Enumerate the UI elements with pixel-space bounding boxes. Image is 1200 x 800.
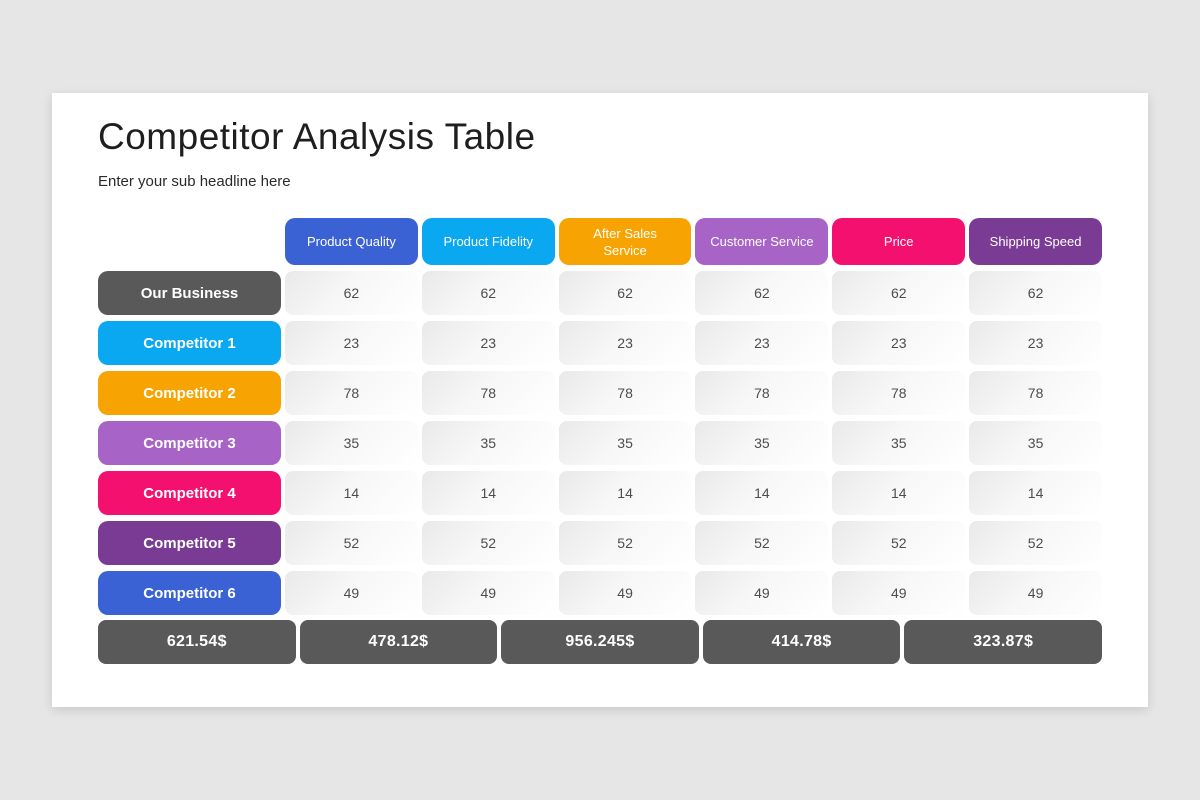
data-cell: 78 [832,371,966,415]
data-cell: 78 [695,371,829,415]
row-header: Competitor 6 [98,571,281,615]
data-cell: 62 [695,271,829,315]
data-cell: 62 [285,271,418,315]
column-header: Shipping Speed [969,218,1102,265]
data-cell: 62 [969,271,1102,315]
data-cell: 78 [421,371,555,415]
data-cell: 62 [558,271,692,315]
column-header: Price [832,218,966,265]
column-header: Customer Service [695,218,829,265]
data-cell: 52 [558,521,692,565]
column-header: After Sales Service [558,218,692,265]
data-cell: 23 [832,321,966,365]
data-cell: 78 [285,371,418,415]
total-cell: 323.87$ [904,620,1102,664]
row-header: Competitor 4 [98,471,281,515]
column-header: Product Fidelity [421,218,555,265]
data-cell: 23 [695,321,829,365]
page-title: Competitor Analysis Table [98,116,536,157]
data-cell: 35 [695,421,829,465]
total-cell: 956.245$ [501,620,699,664]
data-cell: 62 [421,271,555,315]
data-cell: 23 [969,321,1102,365]
data-cell: 14 [285,471,418,515]
row-header: Competitor 5 [98,521,281,565]
row-header: Competitor 1 [98,321,281,365]
data-cell: 49 [421,571,555,615]
data-cell: 52 [285,521,418,565]
data-cell: 23 [558,321,692,365]
data-cell: 14 [969,471,1102,515]
data-cell: 49 [969,571,1102,615]
data-cell: 49 [285,571,418,615]
table-corner-spacer [98,218,281,265]
totals-row: 621.54$ 478.12$ 956.245$ 414.78$ 323.87$ [98,620,1102,664]
data-cell: 78 [969,371,1102,415]
total-cell: 478.12$ [299,620,498,664]
data-cell: 14 [832,471,966,515]
row-header: Our Business [98,271,281,315]
slide: Competitor Analysis Table Enter your sub… [52,93,1148,707]
page-subtitle: Enter your sub headline here [98,173,291,190]
data-cell: 23 [421,321,555,365]
data-cell: 14 [695,471,829,515]
data-cell: 52 [695,521,829,565]
data-cell: 35 [421,421,555,465]
data-cell: 14 [558,471,692,515]
data-cell: 14 [421,471,555,515]
data-cell: 52 [832,521,966,565]
row-header: Competitor 2 [98,371,281,415]
data-cell: 49 [832,571,966,615]
data-cell: 78 [558,371,692,415]
total-cell: 621.54$ [98,620,296,664]
data-cell: 35 [558,421,692,465]
data-cell: 62 [832,271,966,315]
data-cell: 52 [969,521,1102,565]
data-cell: 35 [969,421,1102,465]
data-cell: 49 [695,571,829,615]
data-cell: 35 [285,421,418,465]
total-cell: 414.78$ [702,620,901,664]
data-cell: 35 [832,421,966,465]
column-header: Product Quality [285,218,418,265]
data-cell: 52 [421,521,555,565]
row-header: Competitor 3 [98,421,281,465]
data-cell: 49 [558,571,692,615]
competitor-table: Product Quality Product Fidelity After Sal… [98,218,1102,615]
data-cell: 23 [285,321,418,365]
